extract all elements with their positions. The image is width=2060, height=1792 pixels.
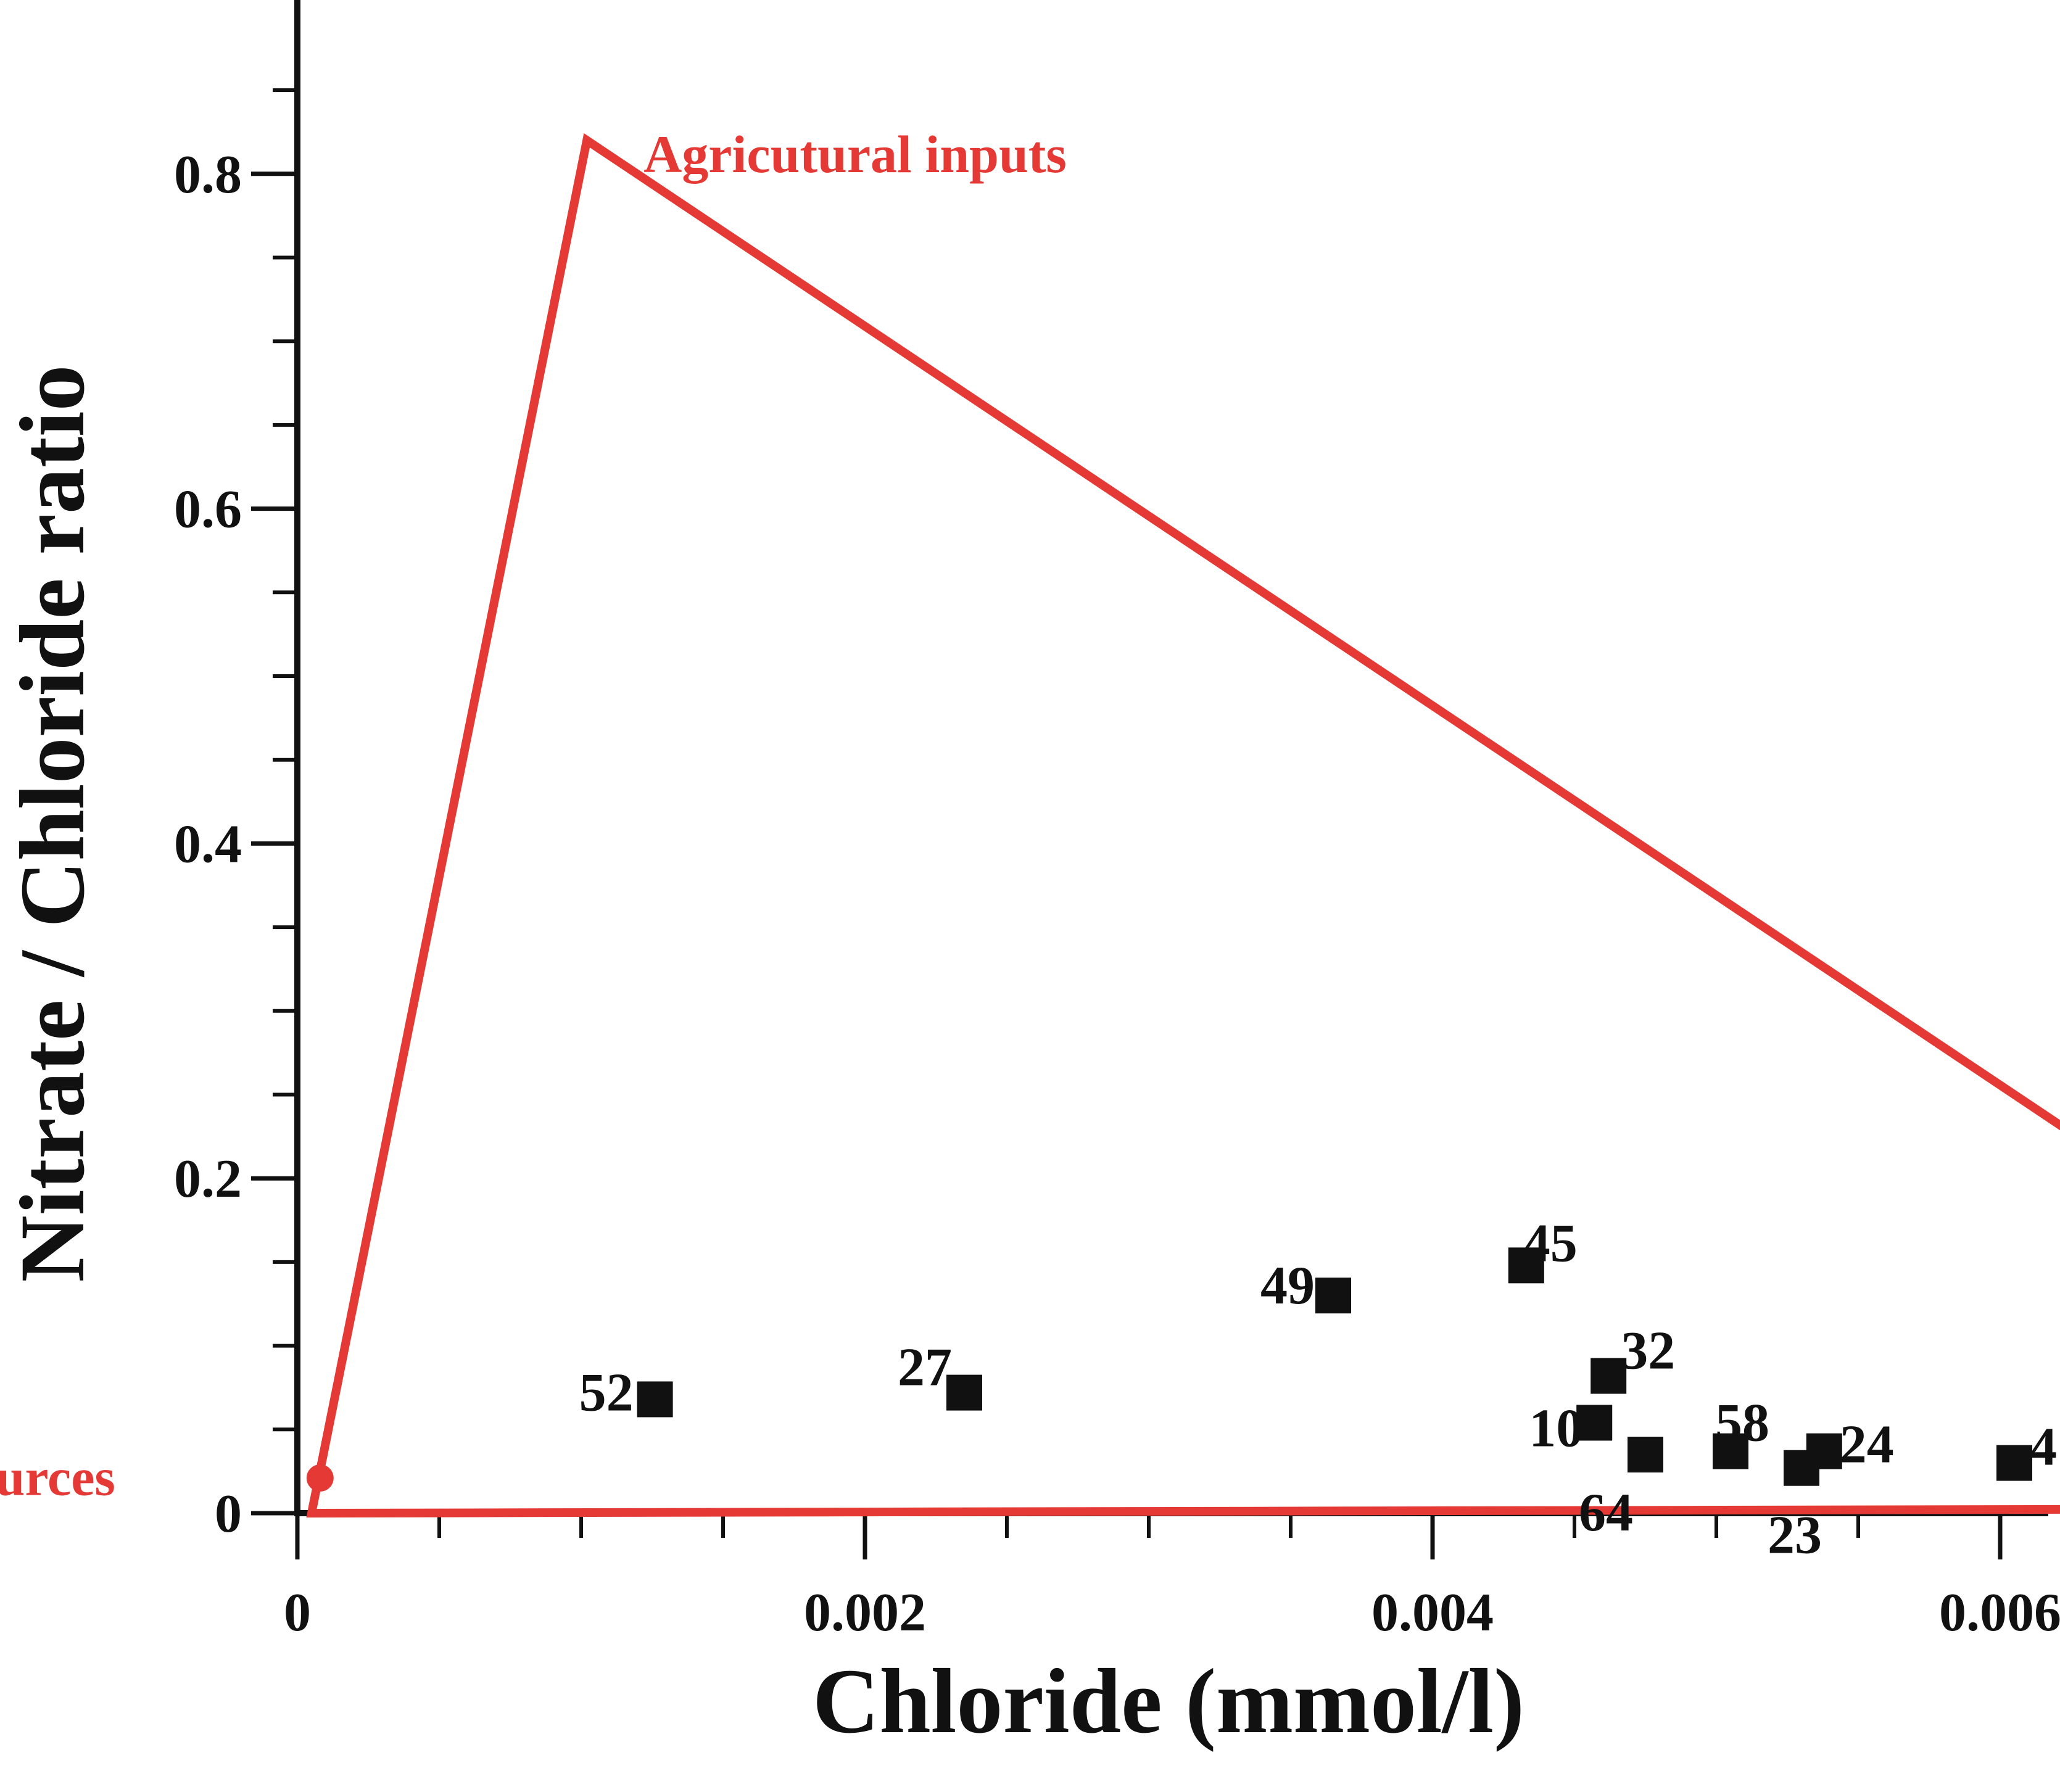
data-point-label: 4 [2030,1418,2057,1477]
y-tick-label: 0.4 [174,814,242,874]
data-points: 5227494532106458232449444125 [579,1213,2057,1566]
data-point-label: 10 [1529,1398,1583,1458]
mixing-triangle-group [306,133,2060,1518]
annotation-label: Natural sources [0,1447,115,1506]
data-point-label: 49 [1260,1256,1315,1316]
data-point [1628,1437,1663,1473]
axes [294,0,2048,1516]
data-point [1806,1433,1842,1469]
data-point [637,1381,673,1418]
data-point [1996,1445,2032,1481]
x-axis-title: Chloride (mmol/l) [813,1650,1524,1753]
y-tick-label: 0 [215,1484,242,1544]
data-point [946,1374,982,1411]
data-point-label: 32 [1621,1321,1675,1381]
mixing-triangle [306,133,2060,1518]
data-point-label: 64 [1579,1483,1633,1543]
natural-sources-marker [306,1464,334,1492]
annotations: Agricutural inputsNatural sourcesWastewa… [0,125,1067,1506]
x-tick-label: 0.002 [804,1583,926,1643]
annotation-label: Agricutural inputs [643,125,1067,184]
data-point [1591,1358,1627,1394]
data-point [1713,1433,1748,1469]
data-point-label: 24 [1840,1415,1894,1475]
data-point-label: 45 [1523,1213,1578,1273]
data-point-label: 27 [898,1338,952,1398]
ticks: 00.0020.0040.0060.0080.0100.01200.20.40.… [174,88,2060,1643]
y-tick-label: 0.2 [174,1149,242,1209]
data-point-label: 58 [1715,1394,1769,1453]
data-point [1315,1278,1351,1314]
y-tick-label: 0.6 [174,480,242,540]
x-tick-label: 0 [284,1583,311,1643]
y-tick-label: 0.8 [174,145,242,205]
data-point [1508,1247,1544,1284]
x-tick-label: 0.004 [1371,1583,1494,1643]
data-point-label: 52 [579,1363,634,1422]
data-point [1576,1405,1613,1441]
data-point-label: 23 [1768,1506,1822,1566]
x-tick-label: 0.006 [1939,1583,2060,1643]
y-axis-title: Nitrate / Chloride ratio [1,365,104,1282]
